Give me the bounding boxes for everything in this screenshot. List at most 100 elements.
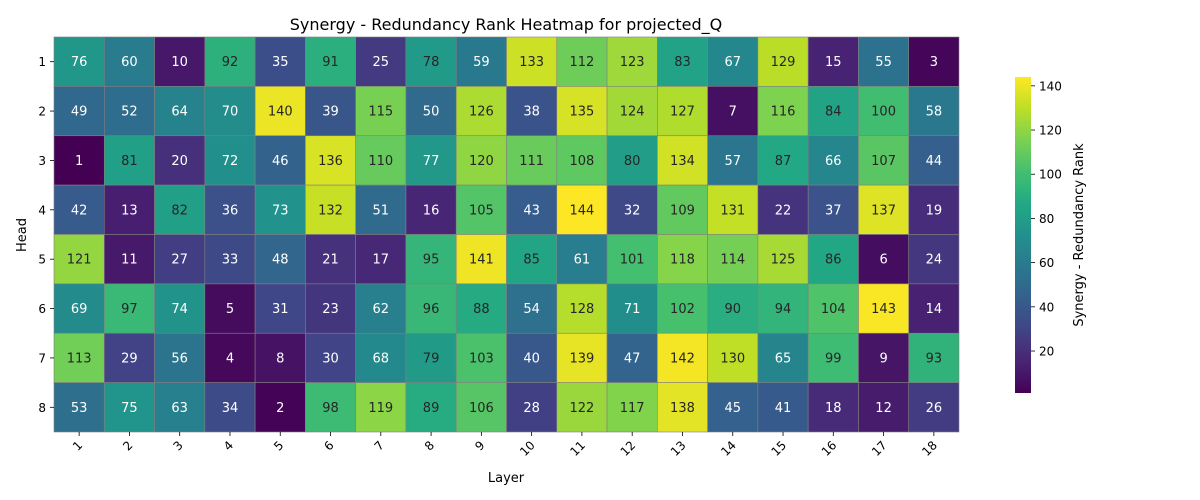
x-tick-label: 5 — [271, 438, 286, 453]
x-tick-label: 7 — [372, 438, 387, 453]
heatmap-cell — [807, 332, 859, 383]
cell-value-label: 128 — [570, 302, 595, 317]
heatmap-cell — [355, 234, 407, 285]
cell-value-label: 101 — [620, 253, 645, 268]
cell-value-label: 51 — [373, 203, 390, 218]
heatmap-cell — [204, 36, 256, 87]
x-tick-label: 2 — [120, 438, 135, 453]
cell-value-label: 6 — [879, 253, 887, 268]
cell-value-label: 80 — [624, 154, 641, 169]
x-tick-label: 8 — [422, 438, 437, 453]
x-tick-label: 17 — [869, 438, 890, 459]
cell-value-label: 86 — [825, 253, 842, 268]
heatmap-cell — [355, 86, 407, 137]
heatmap-cell — [53, 135, 105, 186]
cell-value-label: 17 — [373, 253, 390, 268]
heatmap-cell — [355, 135, 407, 186]
cell-value-label: 75 — [121, 401, 138, 416]
cell-value-label: 98 — [322, 401, 339, 416]
heatmap-cell — [506, 36, 558, 87]
cell-value-label: 142 — [670, 351, 695, 366]
heatmap-cell — [858, 382, 910, 433]
cell-value-label: 104 — [821, 302, 846, 317]
x-tick-label: 3 — [171, 438, 186, 453]
cell-value-label: 111 — [519, 154, 544, 169]
y-tick-label: 6 — [38, 302, 46, 316]
cell-value-label: 85 — [523, 253, 540, 268]
heatmap-cell — [757, 332, 809, 383]
heatmap-cell — [757, 382, 809, 433]
heatmap-cell — [405, 332, 457, 383]
heatmap-cell — [254, 36, 306, 87]
heatmap-cell — [154, 36, 206, 87]
cell-value-label: 12 — [875, 401, 892, 416]
heatmap-cell — [657, 36, 708, 87]
x-tick-label: 16 — [819, 438, 840, 459]
cell-value-label: 19 — [926, 203, 943, 218]
heatmap-cell — [204, 332, 256, 383]
cell-value-label: 135 — [570, 105, 595, 120]
heatmap-cell — [757, 135, 809, 186]
heatmap-cell — [506, 332, 558, 383]
cell-value-label: 90 — [724, 302, 741, 317]
heatmap-cell — [908, 36, 960, 87]
cell-value-label: 55 — [875, 55, 892, 70]
cell-value-label: 133 — [519, 55, 544, 70]
heatmap-cell — [556, 135, 608, 186]
cell-value-label: 49 — [71, 105, 88, 120]
heatmap-cell — [707, 234, 759, 285]
x-axis-label: Layer — [488, 471, 525, 486]
cell-value-label: 72 — [222, 154, 239, 169]
heatmap-cell — [908, 135, 960, 186]
cell-value-label: 129 — [771, 55, 796, 70]
cell-value-label: 81 — [121, 154, 138, 169]
heatmap-cell — [757, 234, 809, 285]
heatmap-cells: 76 60 10 92 35 91 25 78 59 133 112 123 83 67 129 15 55 34… — [53, 36, 960, 433]
cell-value-label: 121 — [67, 253, 92, 268]
x-tick-label: 11 — [567, 438, 588, 459]
y-axis-label: Head — [15, 218, 30, 252]
x-tick-label: 13 — [668, 438, 689, 459]
heatmap-cell — [455, 135, 507, 186]
heatmap-cell — [154, 86, 206, 137]
cell-value-label: 35 — [272, 55, 289, 70]
colorbar: 20 40 60 80 100 120 140 — [1015, 77, 1062, 393]
heatmap-cell — [154, 332, 206, 383]
cell-value-label: 36 — [222, 203, 239, 218]
heatmap-cell — [455, 86, 507, 137]
cell-value-label: 92 — [222, 55, 239, 70]
x-tick-label: 9 — [472, 438, 487, 453]
cell-value-label: 71 — [624, 302, 641, 317]
cell-value-label: 126 — [469, 105, 494, 120]
cell-value-label: 74 — [171, 302, 188, 317]
heatmap-cell — [154, 382, 206, 433]
heatmap-cell — [53, 36, 105, 87]
x-tick-label: 15 — [768, 438, 789, 459]
heatmap-cell — [204, 234, 256, 285]
cell-value-label: 139 — [570, 351, 595, 366]
heatmap-cell — [606, 382, 658, 433]
cell-value-label: 47 — [624, 351, 641, 366]
heatmap-cell — [556, 86, 608, 137]
y-tick-label: 2 — [38, 105, 46, 119]
cell-value-label: 122 — [570, 401, 595, 416]
heatmap-cell — [53, 382, 105, 433]
cell-value-label: 53 — [71, 401, 88, 416]
x-tick-label: 12 — [618, 438, 639, 459]
heatmap-cell — [606, 332, 658, 383]
x-tick-label: 14 — [718, 438, 739, 459]
cell-value-label: 39 — [322, 105, 339, 120]
heatmap-cell — [908, 184, 960, 235]
cell-value-label: 60 — [121, 55, 138, 70]
heatmap-cell — [53, 283, 105, 334]
cell-value-label: 117 — [620, 401, 645, 416]
heatmap-cell — [103, 135, 155, 186]
cell-value-label: 68 — [373, 351, 390, 366]
cell-value-label: 65 — [775, 351, 792, 366]
cell-value-label: 37 — [825, 203, 842, 218]
heatmap-cell — [606, 184, 658, 235]
heatmap-cell — [154, 184, 206, 235]
cell-value-label: 16 — [423, 203, 440, 218]
heatmap-cell — [807, 382, 859, 433]
cell-value-label: 46 — [272, 154, 289, 169]
